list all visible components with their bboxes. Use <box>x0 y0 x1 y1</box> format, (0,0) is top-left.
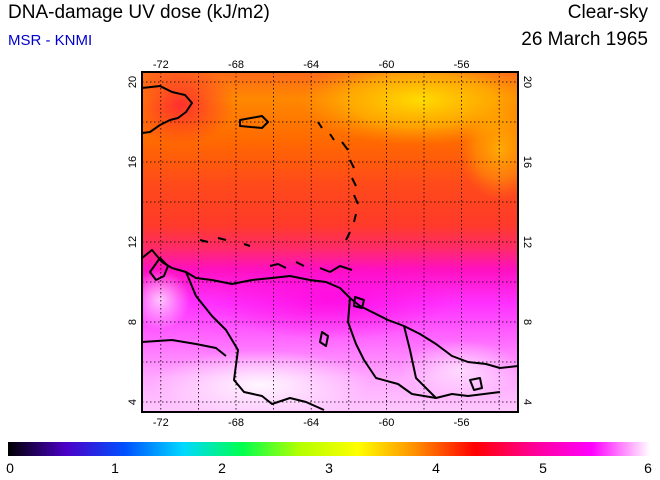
source-label: MSR - KNMI <box>8 32 93 49</box>
venezuela-border <box>185 271 325 411</box>
map-frame <box>141 71 519 413</box>
colorbar <box>8 442 650 456</box>
uv-field <box>142 72 518 412</box>
lat-tick-label-right: 16 <box>521 156 533 168</box>
map-title: DNA-damage UV dose (kJ/m2) <box>8 2 270 23</box>
hispaniola-coast <box>142 85 193 134</box>
lon-tick-label-top: -60 <box>378 59 394 71</box>
lat-tick-label-right: 4 <box>521 399 533 405</box>
guyana-border <box>347 297 437 399</box>
lon-tick-label-bottom: -60 <box>378 417 394 429</box>
lat-tick-label-right: 12 <box>521 236 533 248</box>
colombia-border <box>142 339 227 357</box>
lon-tick-label-top: -72 <box>153 59 169 71</box>
sky-condition-label: Clear-sky <box>567 2 648 23</box>
abc-islands <box>199 237 353 273</box>
suriname-border <box>403 325 501 399</box>
lat-tick-label-right: 20 <box>521 76 533 88</box>
maracaibo-lake <box>149 257 169 281</box>
lake-brokopondo <box>469 377 483 391</box>
lon-tick-label-bottom: -64 <box>303 417 319 429</box>
lon-tick-label-top: -68 <box>228 59 244 71</box>
lat-tick-label-left: 8 <box>127 319 139 325</box>
lat-tick-label-left: 20 <box>127 76 139 88</box>
trinidad-island <box>353 296 365 309</box>
lon-tick-label-bottom: -72 <box>153 417 169 429</box>
lat-tick-label-left: 12 <box>127 236 139 248</box>
colorbar-tick-label: 6 <box>644 460 652 476</box>
south-america-coast <box>142 249 518 369</box>
lon-tick-label-bottom: -56 <box>454 417 470 429</box>
colorbar-gradient <box>8 442 650 456</box>
colorbar-tick-label: 1 <box>111 460 119 476</box>
lake-guri <box>319 331 329 347</box>
colorbar-tick-label: 4 <box>432 460 440 476</box>
lat-tick-label-left: 16 <box>127 156 139 168</box>
date-label: 26 March 1965 <box>521 29 648 50</box>
colorbar-tick-label: 5 <box>539 460 547 476</box>
lat-tick-label-left: 4 <box>127 399 139 405</box>
lon-tick-label-top: -64 <box>303 59 319 71</box>
puerto-rico-coast <box>239 115 269 129</box>
lat-tick-label-right: 8 <box>521 319 533 325</box>
axis-ticks: -72 -72 -68 -68 -64 -64 -60 -60 -56 -56 20 20 16 16 12… <box>127 59 533 429</box>
colorbar-tick-label: 3 <box>325 460 333 476</box>
lon-tick-label-top: -56 <box>454 59 470 71</box>
graticule <box>142 72 518 412</box>
lon-tick-label-bottom: -68 <box>228 417 244 429</box>
coastlines <box>142 85 518 411</box>
colorbar-tick-label: 0 <box>6 460 14 476</box>
lesser-antilles <box>317 121 359 241</box>
colorbar-tick-label: 2 <box>218 460 226 476</box>
